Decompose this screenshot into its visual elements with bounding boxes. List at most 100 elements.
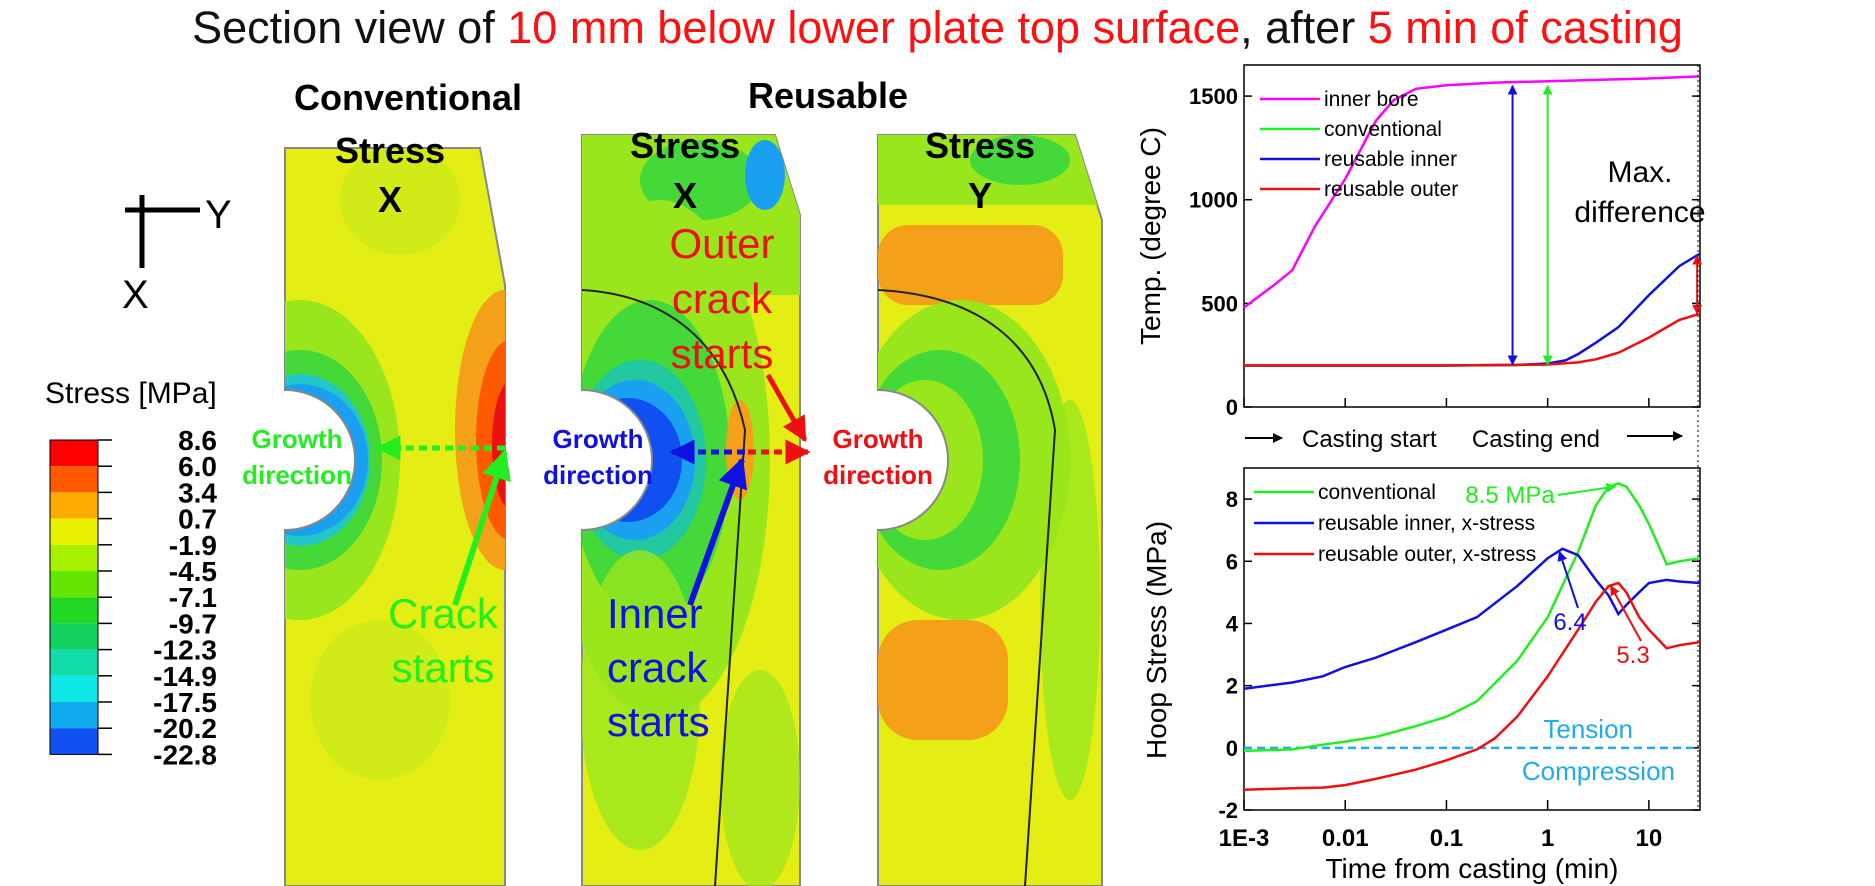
conv-stress-label: Stress — [335, 130, 445, 171]
casting-start-label: Casting start — [1302, 426, 1437, 453]
temp-ytick-label-1: 500 — [1201, 291, 1238, 316]
growth-label-inner-2: direction — [543, 460, 653, 490]
peak-pointer-0 — [1557, 482, 1617, 496]
charts-panel: 0 500 1000 1500 inner bore conventional reusa… — [1135, 64, 1706, 884]
inner-crack-label-1: Inner — [607, 590, 703, 637]
temp-y-label: Temp. (degree C) — [1135, 127, 1166, 345]
crack-start-arrow-inner — [687, 457, 748, 607]
temp-series-2 — [1244, 252, 1701, 367]
peak-label-2: 5.3 — [1616, 642, 1649, 669]
stress-color-legend — [49, 439, 99, 755]
reu-x-stress-label: Stress — [630, 125, 740, 166]
legend-level-5: -4.5 — [169, 556, 217, 587]
stress-chart-frame — [1243, 467, 1701, 811]
legend-level-4: -1.9 — [169, 530, 217, 561]
legend-level-12: -22.8 — [153, 739, 217, 770]
legend-level-6: -7.1 — [169, 582, 217, 613]
temp-ytick-label-0: 0 — [1226, 395, 1238, 420]
legend-level-3: 0.7 — [178, 504, 217, 535]
legend-level-11: -20.2 — [153, 713, 217, 744]
temp-difference-arrows — [1507, 84, 1703, 366]
conventional-hot-zone — [455, 290, 505, 570]
legend-band-2 — [50, 492, 98, 519]
reusable-stress-x-panel — [581, 134, 801, 886]
growth-label-conventional-2: direction — [242, 460, 352, 490]
stress-legend-label-0: conventional — [1318, 481, 1436, 504]
legend-level-0: 8.6 — [178, 425, 217, 456]
stress-y-label: Hoop Stress (MPa) — [1141, 521, 1172, 759]
legend-band-11 — [50, 728, 98, 755]
legend-band-8 — [50, 649, 98, 676]
legend-level-10: -17.5 — [153, 687, 217, 718]
legend-band-1 — [50, 466, 98, 493]
temp-series-3 — [1244, 312, 1701, 367]
legend-band-9 — [50, 675, 98, 702]
header-conventional: Conventional — [294, 77, 522, 118]
stress-ytick-label-4: 6 — [1226, 549, 1238, 574]
temp-legend-label-2: reusable inner — [1324, 148, 1457, 171]
stress-legend-label-1: reusable inner, x-stress — [1318, 512, 1535, 535]
figure-title: Section view of 10 mm below lower plate … — [0, 2, 1875, 54]
crack-start-arrow-outer — [765, 373, 808, 443]
crack-label-conventional-2: starts — [392, 644, 495, 691]
reu-y-axis-label: Y — [968, 175, 992, 216]
stress-xtick-label-3: 1 — [1541, 825, 1554, 852]
legend-band-6 — [50, 597, 98, 624]
peak-pointer-1 — [1557, 550, 1579, 609]
stress-x-ticks: 1E-3 0.01 0.1 1 10 — [1219, 800, 1663, 852]
peak-pointer-2 — [1609, 585, 1642, 642]
growth-label-conventional-1: Growth — [252, 424, 343, 454]
stress-x-label: Time from casting (min) — [1325, 853, 1618, 884]
legend-level-2: 3.4 — [178, 477, 217, 508]
max-difference-label-2: difference — [1574, 196, 1705, 229]
growth-label-outer-1: Growth — [833, 424, 924, 454]
stress-ytick-label-0: -2 — [1218, 798, 1238, 823]
temp-ytick-label-3: 1500 — [1189, 84, 1238, 109]
title-part-1: Section view of — [192, 2, 508, 53]
legend-band-0 — [50, 440, 98, 467]
temp-ytick-label-2: 1000 — [1189, 188, 1238, 213]
outer-crack-label-2: crack — [672, 275, 773, 322]
axis-x-label: X — [122, 273, 149, 317]
legend-title: Stress [MPa] — [45, 377, 217, 410]
conventional-stress-x-panel — [284, 147, 506, 886]
title-part-3: , after — [1240, 2, 1368, 53]
inner-crack-label-2: crack — [607, 644, 708, 691]
temp-series-0 — [1243, 75, 1701, 309]
growth-label-outer-2: direction — [823, 460, 933, 490]
stress-xtick-label-0: 1E-3 — [1219, 825, 1270, 852]
temp-legend: inner bore conventional reusable inner reus… — [1260, 88, 1458, 201]
header-reusable: Reusable — [748, 75, 908, 116]
legend-level-1: 6.0 — [178, 451, 217, 482]
legend-level-8: -12.3 — [153, 635, 217, 666]
stress-series — [1243, 482, 1701, 792]
stress-ytick-label-2: 2 — [1226, 674, 1238, 699]
stress-xtick-label-1: 0.01 — [1322, 825, 1369, 852]
legend-band-5 — [50, 571, 98, 598]
stress-reference-line: Tension Compression — [1244, 714, 1700, 786]
section-view-figure: Conventional Reusable Stress X Stress X … — [45, 75, 1103, 886]
legend-band-7 — [50, 623, 98, 650]
temp-legend-label-0: inner bore — [1324, 88, 1419, 111]
legend-band-4 — [50, 544, 98, 571]
reusable-y-interface-curve — [877, 289, 1057, 886]
reusable-x-interface-curve — [581, 289, 747, 886]
compression-label: Compression — [1522, 756, 1675, 786]
outer-crack-label-1: Outer — [669, 220, 774, 267]
temp-chart-frame — [1243, 64, 1701, 408]
stress-series-1 — [1243, 547, 1701, 690]
axis-y-label: Y — [205, 193, 232, 237]
stress-ytick-label-5: 8 — [1226, 487, 1238, 512]
temp-legend-label-1: conventional — [1324, 118, 1442, 141]
stress-xtick-label-2: 0.1 — [1430, 825, 1463, 852]
stress-legend-label-2: reusable outer, x-stress — [1318, 543, 1536, 566]
title-part-2: 10 mm below lower plate top surface — [507, 2, 1241, 53]
stress-legend-labels: 8.66.03.40.7-1.9-4.5-7.1-9.7-12.3-14.9-1… — [98, 425, 217, 770]
temp-y-ticks: 0 500 1000 1500 — [1189, 84, 1700, 420]
reu-x-axis-label: X — [673, 175, 697, 216]
conv-axis-label: X — [378, 179, 402, 220]
casting-end-label: Casting end — [1472, 426, 1600, 453]
title-part-4: 5 min of casting — [1367, 2, 1683, 53]
inner-crack-label-3: starts — [607, 698, 710, 745]
stress-xtick-label-4: 10 — [1636, 825, 1663, 852]
